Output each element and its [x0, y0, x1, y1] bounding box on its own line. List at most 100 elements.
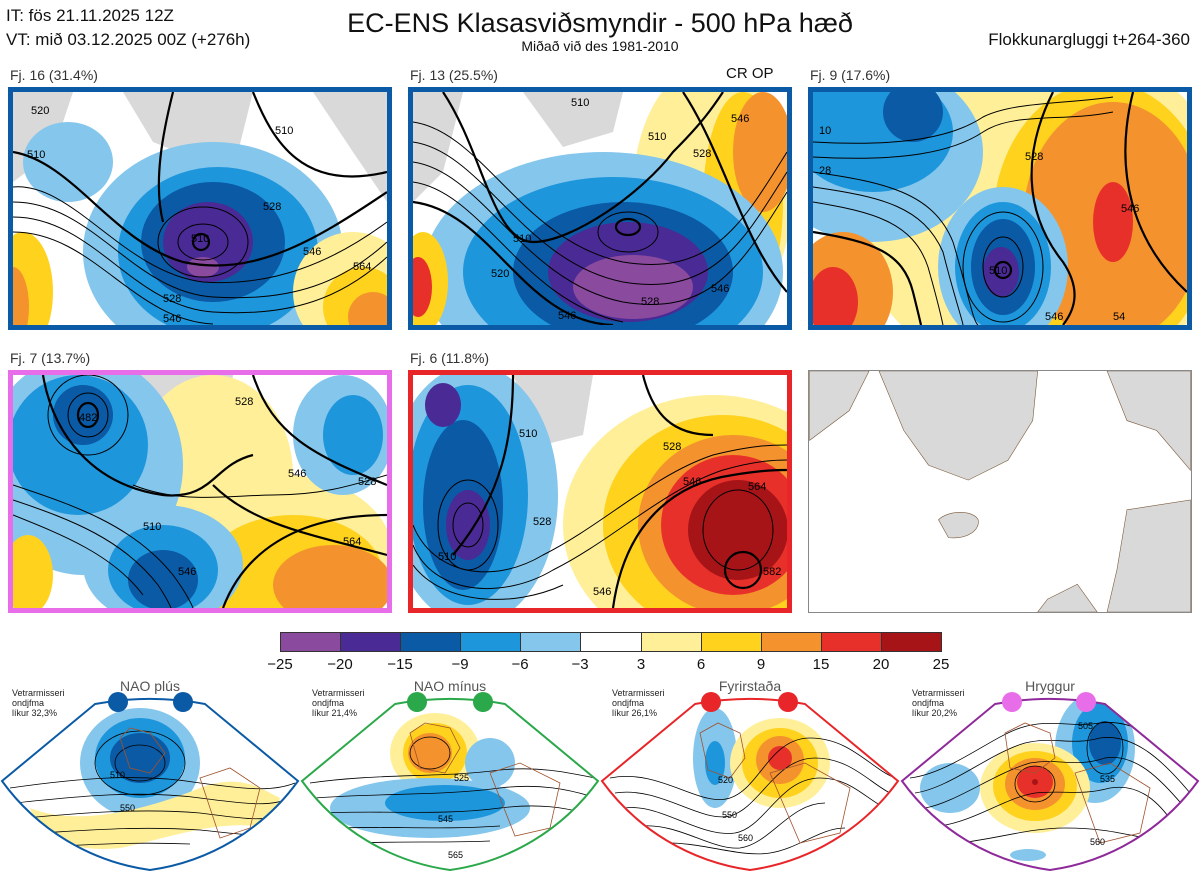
colorbar-bin [701, 633, 762, 651]
regime-title: NAO mínus [413, 678, 487, 694]
colorbar-tick: 3 [636, 656, 646, 673]
page-subtitle: Miðað við des 1981-2010 [521, 38, 679, 54]
valid-time: VT: mið 03.12.2025 00Z (+276h) [6, 30, 251, 49]
regime-nao-minus: 525 545 565 NAO mínus Vetrarmisseri ondj… [300, 678, 600, 871]
contour-label: 546 [178, 566, 196, 578]
contour-label: 546 [593, 586, 611, 598]
contour-label: 54 [1113, 311, 1125, 323]
regime-dot [473, 692, 493, 712]
contour-label: 528 [263, 201, 281, 213]
panel-label-5: Fj. 6 (11.8%) [410, 350, 490, 366]
colorbar-tick: 25 [932, 656, 950, 673]
contour-label: 510 [571, 97, 589, 109]
colorbar-tick: 20 [872, 656, 890, 673]
colorbar-tick: −3 [571, 656, 589, 673]
contour-label: 546 [1121, 203, 1139, 215]
colorbar-bin [341, 633, 402, 651]
contour-label: 482 [79, 412, 97, 424]
regime-title: NAO plús [120, 678, 180, 694]
regime-label: 505 [1078, 721, 1093, 731]
cluster-panel-4[interactable]: 482 528 528 546 546 564 510 [8, 370, 392, 613]
regime-label: 545 [438, 814, 453, 824]
contour-label: 520 [31, 105, 49, 117]
colorbar-tick: 15 [812, 656, 830, 673]
contour-label: 546 [303, 246, 321, 258]
regime-label: 550 [722, 810, 737, 820]
colorbar-bin [821, 633, 882, 651]
contour-label: 528 [641, 296, 659, 308]
regime-map: 510 550 [0, 692, 300, 871]
colorbar-bin [281, 633, 342, 651]
contour-label: 510 [648, 131, 666, 143]
colorbar-bin [641, 633, 702, 651]
regime-frame [0, 697, 300, 871]
panel-label-1: Fj. 16 (31.4%) [10, 67, 98, 83]
regime-label: 560 [1090, 837, 1105, 847]
panel-tag-crop: CR OP [726, 65, 774, 82]
contour-label: 546 [288, 468, 306, 480]
contour-label: 510 [275, 125, 293, 137]
contour-label: 528 [533, 516, 551, 528]
regime-frame [300, 697, 600, 871]
regime-label: 560 [738, 833, 753, 843]
colorbar-bin [461, 633, 522, 651]
cluster-panel-2[interactable]: 510 510 520 528 546 546 546 510 528 [408, 87, 792, 330]
cluster-panel-1[interactable]: 510 520 528 546 528 546 510 510 564 [8, 87, 392, 330]
regime-map: 505 535 560 [900, 692, 1200, 871]
header-info: IT: fös 21.11.2025 12Z VT: mið 03.12.202… [6, 4, 250, 52]
cluster-map-5: 510 528 546 546 564 582 528 510 [413, 375, 787, 608]
contour-label: 510 [27, 149, 45, 161]
contour-label: 528 [163, 293, 181, 305]
colorbar-bin [521, 633, 582, 651]
regime-map: 520 550 560 [600, 692, 900, 871]
cluster-panel-3[interactable]: 10 28 510 528 546 546 54 [808, 87, 1192, 330]
colorbar-bin [761, 633, 822, 651]
regime-label: 510 [110, 770, 125, 780]
cluster-map-3: 10 28 510 528 546 546 54 [813, 92, 1187, 325]
colorbar-bin [881, 633, 942, 651]
contour-label: 510 [519, 428, 537, 440]
contour-label: 546 [731, 113, 749, 125]
regime-dot [108, 692, 128, 712]
regime-ridge: 505 535 560 Hryggur Vetrarmisseri ondjfm… [900, 678, 1200, 871]
regime-dot [1076, 692, 1096, 712]
regime-frame [600, 697, 900, 871]
colorbar-tick: −20 [327, 656, 353, 673]
colorbar-bin [581, 633, 642, 651]
colorbar-tick: −25 [267, 656, 293, 673]
contour-label: 510 [989, 265, 1007, 277]
regime-label: 535 [1100, 774, 1115, 784]
contour-label: 520 [491, 268, 509, 280]
contour-label: 564 [343, 536, 361, 548]
panel-label-3: Fj. 9 (17.6%) [810, 67, 891, 83]
contour-label: 546 [1045, 311, 1063, 323]
contour-label: 546 [558, 310, 576, 322]
contour-label: 10 [819, 125, 831, 137]
regime-label: 550 [120, 803, 135, 813]
contour-label: 564 [748, 481, 766, 493]
regime-title: Hryggur [1025, 678, 1075, 694]
cluster-panel-empty [808, 370, 1192, 613]
cluster-panel-5[interactable]: 510 528 546 546 564 582 528 510 [408, 370, 792, 613]
contour-label: 510 [438, 551, 456, 563]
regime-note: Vetrarmisseri ondjfma líkur 32,3% [12, 688, 65, 718]
regime-dot [1002, 692, 1022, 712]
issued-time: IT: fös 21.11.2025 12Z [6, 6, 174, 25]
contour-label: 564 [353, 261, 371, 273]
colorbar-bin [401, 633, 462, 651]
regime-dot [778, 692, 798, 712]
regime-note: Vetrarmisseri ondjfma líkur 26,1% [612, 688, 665, 718]
regime-note: Vetrarmisseri ondjfma líkur 20,2% [912, 688, 965, 718]
regime-dot [701, 692, 721, 712]
contour-label: 528 [358, 476, 376, 488]
contour-label: 528 [1025, 151, 1043, 163]
regime-label: 520 [718, 775, 733, 785]
contour-label: 528 [693, 148, 711, 160]
colorbar-tick: −15 [387, 656, 413, 673]
regime-map: 525 545 565 [300, 692, 600, 871]
regime-title: Fyrirstaða [718, 678, 782, 694]
page-title: EC-ENS Klasasviðsmyndir - 500 hPa hæð [347, 8, 853, 38]
contour-label: 582 [763, 566, 781, 578]
regime-note: Vetrarmisseri ondjfma líkur 21,4% [312, 688, 365, 718]
contour-label: 546 [711, 283, 729, 295]
